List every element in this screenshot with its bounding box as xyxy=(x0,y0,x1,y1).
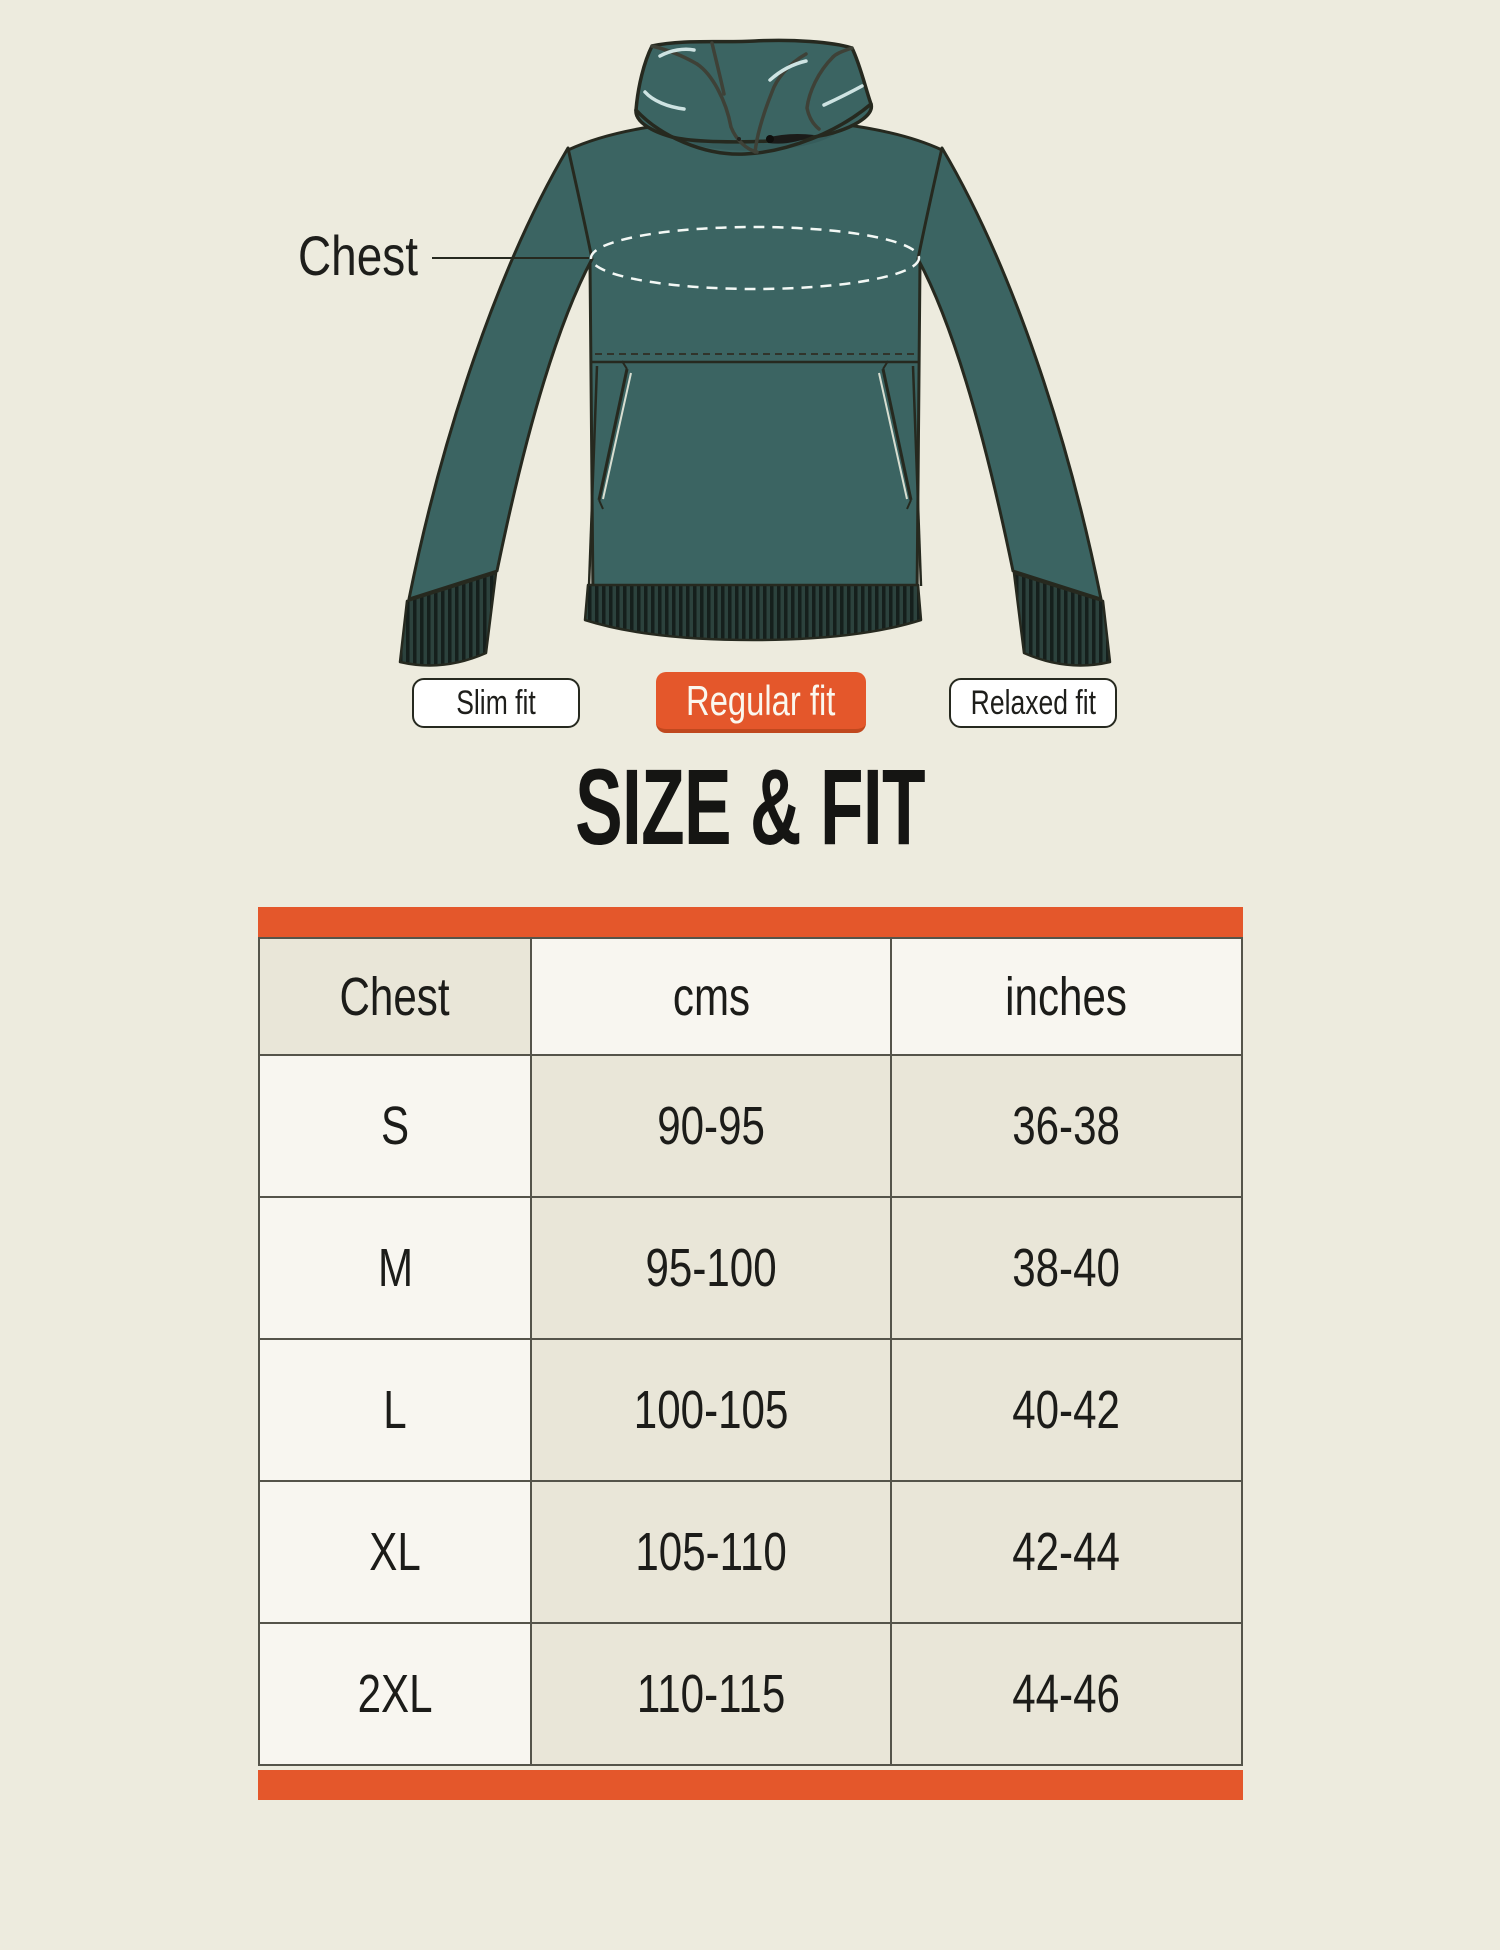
drawcord-slit xyxy=(766,134,814,144)
header-label: cms xyxy=(672,966,750,1027)
cms-value: 95-100 xyxy=(645,1238,777,1298)
cms-cell: 110-115 xyxy=(532,1624,890,1764)
size-cell: 2XL xyxy=(260,1624,530,1764)
hoodie-illustration xyxy=(398,38,1112,667)
cms-value: 100-105 xyxy=(633,1380,789,1440)
size-label: S xyxy=(380,1096,410,1156)
size-label: L xyxy=(383,1380,407,1440)
inches-cell: 44-46 xyxy=(892,1624,1241,1764)
size-label: M xyxy=(377,1238,413,1298)
right-sleeve xyxy=(916,146,1103,601)
chest-label-text: Chest xyxy=(298,224,418,287)
table-bottom-bar xyxy=(258,1770,1243,1800)
header-label: Chest xyxy=(339,966,451,1027)
fit-option-label: Relaxed fit xyxy=(970,683,1096,722)
header-cell-inches: inches xyxy=(892,939,1241,1054)
header-label: inches xyxy=(1005,966,1128,1027)
inches-value: 42-44 xyxy=(1012,1522,1121,1582)
eyelet-small xyxy=(737,137,741,141)
inches-cell: 38-40 xyxy=(892,1198,1241,1338)
fit-option-relaxed[interactable]: Relaxed fit xyxy=(949,678,1117,728)
section-title-text: SIZE & FIT xyxy=(575,746,925,867)
fit-option-slim[interactable]: Slim fit xyxy=(412,678,580,728)
hood-highlights xyxy=(643,47,864,111)
cms-cell: 100-105 xyxy=(532,1340,890,1480)
left-sleeve xyxy=(407,146,594,601)
kangaroo-pocket xyxy=(587,353,923,587)
fit-option-label: Slim fit xyxy=(456,683,536,722)
hem-ribbing xyxy=(583,583,923,642)
size-label: XL xyxy=(369,1522,421,1582)
hood xyxy=(634,38,874,144)
inches-value: 44-46 xyxy=(1012,1664,1121,1724)
inches-value: 36-38 xyxy=(1012,1096,1121,1156)
cms-cell: 90-95 xyxy=(532,1056,890,1196)
table-top-bar xyxy=(258,907,1243,937)
right-cuff-ribbing xyxy=(1012,571,1112,667)
inches-cell: 42-44 xyxy=(892,1482,1241,1622)
size-table: Chest cms inches S 90-95 36-38 M 95-100 … xyxy=(258,907,1243,1800)
size-cell: XL xyxy=(260,1482,530,1622)
fit-option-label: Regular fit xyxy=(686,676,836,724)
inches-cell: 36-38 xyxy=(892,1056,1241,1196)
header-cell-chest: Chest xyxy=(260,939,530,1054)
size-table-grid: Chest cms inches S 90-95 36-38 M 95-100 … xyxy=(258,937,1243,1766)
inches-cell: 40-42 xyxy=(892,1340,1241,1480)
fit-option-regular[interactable]: Regular fit xyxy=(656,672,866,733)
inches-value: 38-40 xyxy=(1012,1238,1121,1298)
size-cell: M xyxy=(260,1198,530,1338)
cms-cell: 95-100 xyxy=(532,1198,890,1338)
left-cuff-ribbing xyxy=(398,571,498,667)
cms-value: 110-115 xyxy=(636,1664,786,1724)
cms-value: 105-110 xyxy=(635,1522,787,1582)
size-cell: L xyxy=(260,1340,530,1480)
chest-label: Chest xyxy=(298,226,444,286)
chest-measure-ellipse xyxy=(589,225,921,291)
size-cell: S xyxy=(260,1056,530,1196)
eyelet xyxy=(766,135,774,143)
section-title: SIZE & FIT xyxy=(0,752,1500,862)
inches-value: 40-42 xyxy=(1012,1380,1121,1440)
size-label: 2XL xyxy=(357,1664,433,1724)
header-cell-cms: cms xyxy=(532,939,890,1054)
cms-value: 90-95 xyxy=(657,1096,765,1156)
cms-cell: 105-110 xyxy=(532,1482,890,1622)
